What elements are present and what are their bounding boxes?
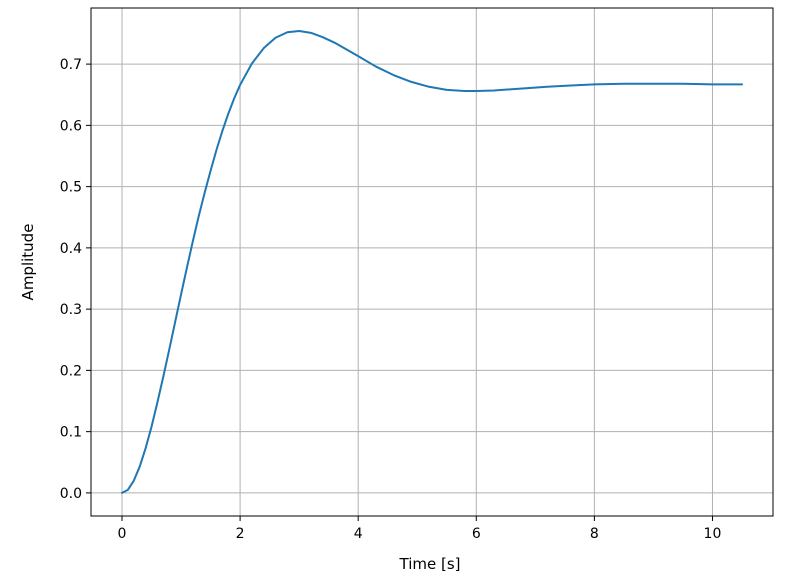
- x-tick-label: 10: [704, 526, 722, 542]
- y-axis-label: Amplitude: [19, 224, 37, 301]
- axes-frame: [90, 7, 774, 517]
- series-line: [121, 30, 743, 494]
- y-axis-ticks: 0.0 0.1 0.2 0.3 0.4 0.5 0.6 0.7: [60, 57, 91, 502]
- y-tick-label: 0.2: [60, 363, 82, 379]
- plot-frame: [90, 7, 774, 517]
- x-axis-ticks: 0 2 4 6 8 10: [118, 516, 722, 542]
- y-tick-label: 0.5: [60, 180, 82, 196]
- x-tick-label: 6: [472, 526, 481, 542]
- y-tick-label: 0.3: [60, 302, 82, 318]
- x-tick-label: 2: [236, 526, 245, 542]
- y-tick-label: 0.6: [60, 118, 82, 134]
- y-tick-label: 0.4: [60, 241, 82, 257]
- y-tick-label: 0.1: [60, 425, 82, 441]
- grid-lines: [91, 8, 773, 516]
- y-tick-label: 0.0: [60, 486, 82, 502]
- x-tick-label: 8: [590, 526, 599, 542]
- x-tick-label: 4: [354, 526, 363, 542]
- y-tick-label: 0.7: [60, 57, 82, 73]
- x-axis-label: Time [s]: [399, 555, 461, 573]
- series-layer: [121, 30, 743, 494]
- x-tick-label: 0: [118, 526, 127, 542]
